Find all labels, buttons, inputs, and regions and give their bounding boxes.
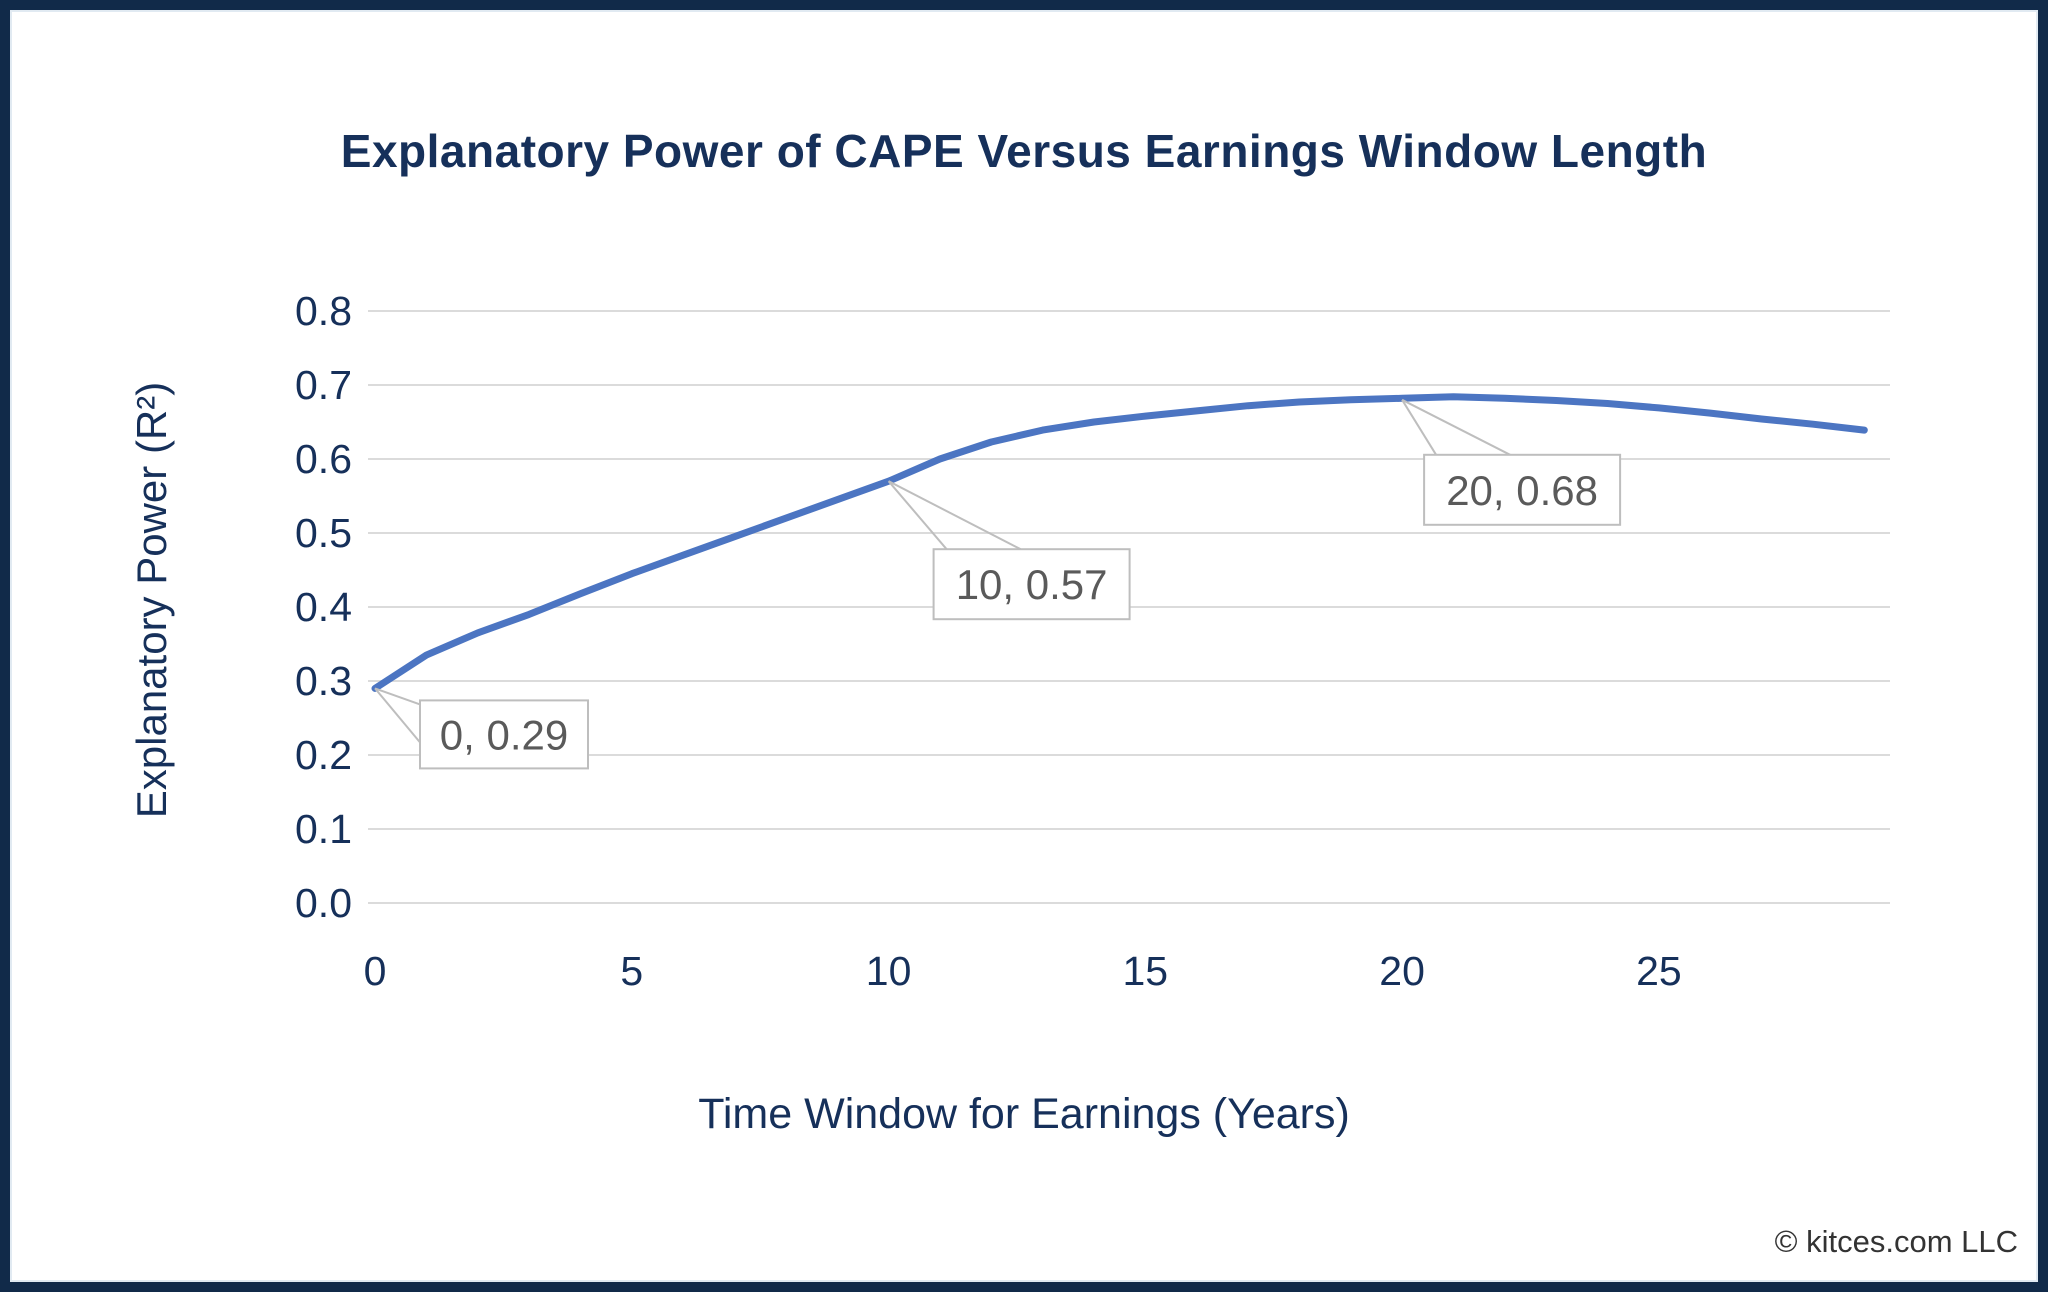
chart-title: Explanatory Power of CAPE Versus Earning… (340, 125, 1708, 177)
x-tick-label: 20 (1379, 948, 1425, 994)
x-tick-label: 10 (866, 948, 912, 994)
y-tick-label: 0.8 (295, 288, 352, 334)
data-label-leader (374, 687, 421, 744)
data-label: 0, 0.29 (440, 711, 568, 758)
data-label-leader (1401, 399, 1437, 456)
x-tick-label: 15 (1122, 948, 1168, 994)
y-axis-title: Explanatory Power (R²) (128, 381, 175, 819)
data-label-leader (1401, 398, 1511, 456)
data-label: 10, 0.57 (956, 561, 1108, 608)
data-label-leader (374, 687, 421, 706)
data-label-box (1423, 453, 1622, 526)
y-tick-label: 0.2 (295, 732, 352, 778)
x-tick-label: 25 (1636, 948, 1682, 994)
data-label-leader (888, 480, 1022, 551)
series-line (371, 393, 1868, 692)
y-tick-label: 0.3 (295, 658, 352, 704)
data-label-box (932, 548, 1131, 621)
y-tick-label: 0.7 (295, 362, 352, 408)
data-label: 20, 0.68 (1446, 467, 1598, 514)
x-tick-label: 5 (620, 948, 643, 994)
copyright-text: © kitces.com LLC (1774, 1224, 2018, 1259)
y-tick-label: 0.1 (295, 806, 352, 852)
data-label-leader (887, 480, 948, 550)
x-axis-title: Time Window for Earnings (Years) (698, 1090, 1350, 1138)
y-tick-label: 0.6 (295, 436, 352, 482)
y-tick-label: 0.0 (295, 880, 352, 926)
x-tick-label: 0 (364, 948, 387, 994)
y-tick-label: 0.5 (295, 510, 352, 556)
y-tick-label: 0.4 (295, 584, 352, 630)
data-label-box (419, 699, 589, 770)
